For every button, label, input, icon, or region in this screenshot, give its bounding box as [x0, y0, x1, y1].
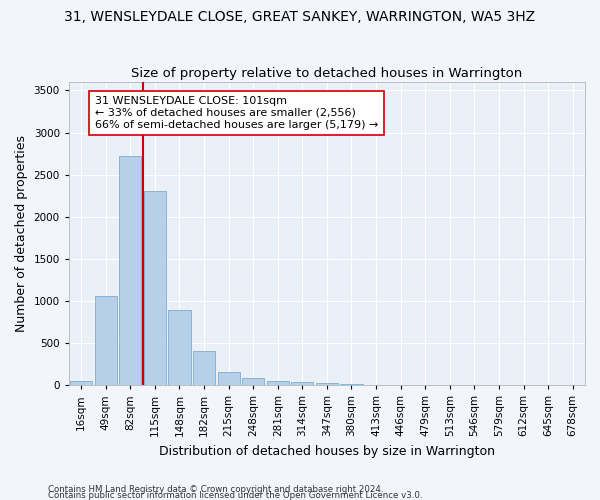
Bar [169, 310, 191, 385]
Bar [95, 296, 117, 385]
Text: 31, WENSLEYDALE CLOSE, GREAT SANKEY, WARRINGTON, WA5 3HZ: 31, WENSLEYDALE CLOSE, GREAT SANKEY, WAR… [64, 10, 536, 24]
Bar [266, 381, 289, 385]
Bar [218, 372, 239, 385]
Bar [119, 156, 142, 385]
Bar [316, 384, 338, 385]
Bar [144, 192, 166, 385]
Bar [242, 378, 264, 385]
Title: Size of property relative to detached houses in Warrington: Size of property relative to detached ho… [131, 66, 523, 80]
Text: Contains HM Land Registry data © Crown copyright and database right 2024.: Contains HM Land Registry data © Crown c… [48, 484, 383, 494]
Bar [70, 381, 92, 385]
Bar [193, 352, 215, 385]
Y-axis label: Number of detached properties: Number of detached properties [15, 135, 28, 332]
Text: 31 WENSLEYDALE CLOSE: 101sqm
← 33% of detached houses are smaller (2,556)
66% of: 31 WENSLEYDALE CLOSE: 101sqm ← 33% of de… [95, 96, 378, 130]
X-axis label: Distribution of detached houses by size in Warrington: Distribution of detached houses by size … [159, 444, 495, 458]
Bar [340, 384, 362, 385]
Bar [291, 382, 313, 385]
Text: Contains public sector information licensed under the Open Government Licence v3: Contains public sector information licen… [48, 491, 422, 500]
